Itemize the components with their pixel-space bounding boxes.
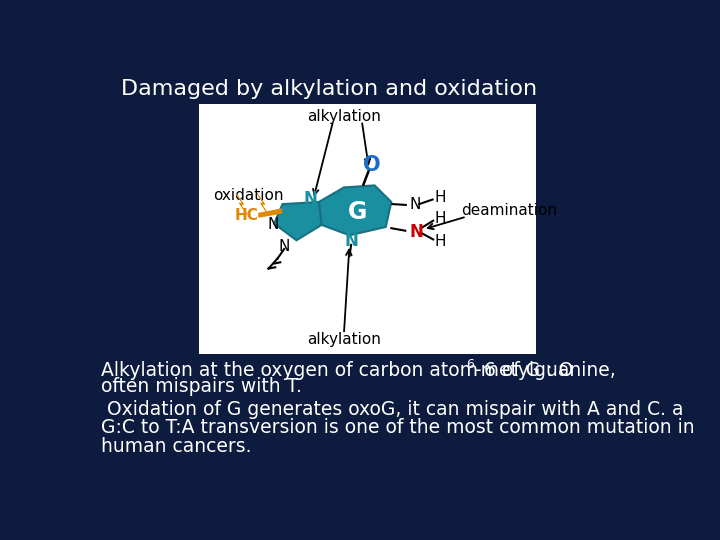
Text: human cancers.: human cancers. xyxy=(101,437,252,456)
Text: H: H xyxy=(435,234,446,248)
Text: G:C to T:A transversion is one of the most common mutation in: G:C to T:A transversion is one of the mo… xyxy=(101,418,695,437)
Text: oxidation: oxidation xyxy=(213,188,283,203)
Text: N: N xyxy=(303,190,318,208)
Text: N: N xyxy=(409,223,423,241)
Text: G: G xyxy=(348,200,367,225)
Polygon shape xyxy=(236,194,247,214)
Text: Alkylation at the oxygen of carbon atom 6 of G : O: Alkylation at the oxygen of carbon atom … xyxy=(101,361,573,380)
Text: H: H xyxy=(435,191,446,205)
Text: 6: 6 xyxy=(466,357,474,370)
Text: N: N xyxy=(344,232,358,249)
Text: often mispairs with T.: often mispairs with T. xyxy=(101,377,302,396)
Text: N: N xyxy=(409,198,420,212)
Text: -metylguanine,: -metylguanine, xyxy=(474,361,616,380)
Text: N: N xyxy=(267,217,279,232)
Text: Damaged by alkylation and oxidation: Damaged by alkylation and oxidation xyxy=(121,79,537,99)
Bar xyxy=(199,104,536,354)
Text: alkylation: alkylation xyxy=(307,332,381,347)
Polygon shape xyxy=(257,194,269,214)
Polygon shape xyxy=(319,185,392,235)
Text: HC: HC xyxy=(235,208,258,223)
Polygon shape xyxy=(274,202,322,240)
Text: O: O xyxy=(363,156,381,176)
Text: Oxidation of G generates oxoG, it can mispair with A and C. a: Oxidation of G generates oxoG, it can mi… xyxy=(101,400,684,419)
Text: N: N xyxy=(279,239,290,254)
Text: H: H xyxy=(435,211,446,226)
Text: deamination: deamination xyxy=(461,203,557,218)
Text: alkylation: alkylation xyxy=(307,109,381,124)
